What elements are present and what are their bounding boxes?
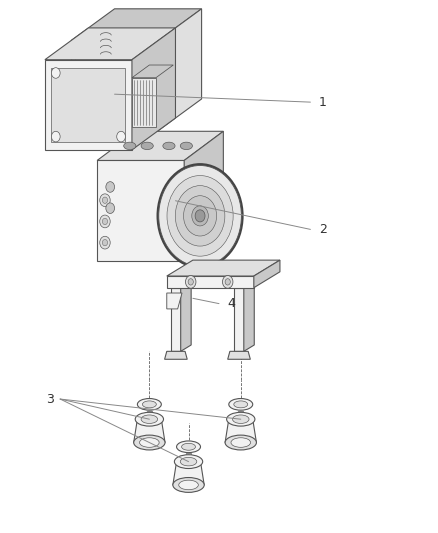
Polygon shape [45, 60, 132, 150]
Polygon shape [244, 281, 254, 351]
Ellipse shape [182, 443, 195, 450]
Text: 4: 4 [228, 297, 236, 310]
Ellipse shape [179, 480, 198, 490]
Ellipse shape [234, 401, 248, 408]
Circle shape [175, 185, 225, 246]
Ellipse shape [231, 438, 251, 447]
Text: 1: 1 [319, 95, 327, 109]
Circle shape [159, 165, 241, 266]
Circle shape [100, 194, 110, 207]
Ellipse shape [173, 478, 204, 492]
Circle shape [117, 131, 125, 142]
Polygon shape [167, 293, 182, 309]
Circle shape [188, 279, 193, 285]
Circle shape [184, 196, 217, 236]
Polygon shape [71, 41, 158, 131]
Ellipse shape [233, 415, 249, 423]
Circle shape [51, 131, 60, 142]
Circle shape [106, 203, 115, 214]
Polygon shape [167, 260, 280, 276]
Polygon shape [45, 28, 176, 60]
Polygon shape [173, 462, 204, 485]
Ellipse shape [226, 413, 255, 426]
Ellipse shape [229, 399, 253, 410]
Circle shape [102, 197, 108, 204]
Circle shape [192, 206, 208, 226]
Ellipse shape [141, 415, 158, 423]
Polygon shape [132, 78, 156, 127]
Polygon shape [186, 453, 191, 464]
Ellipse shape [124, 142, 136, 150]
Polygon shape [97, 160, 184, 261]
Circle shape [167, 175, 233, 256]
Ellipse shape [225, 435, 256, 450]
Circle shape [223, 276, 233, 288]
Polygon shape [228, 351, 251, 359]
Polygon shape [238, 411, 244, 421]
Ellipse shape [142, 401, 156, 408]
Polygon shape [147, 411, 152, 421]
Circle shape [102, 218, 108, 224]
Polygon shape [158, 9, 201, 131]
Circle shape [225, 279, 230, 285]
Circle shape [102, 239, 108, 246]
Ellipse shape [135, 413, 163, 426]
Polygon shape [254, 260, 280, 288]
Polygon shape [132, 65, 173, 78]
Circle shape [100, 236, 110, 249]
Circle shape [159, 165, 241, 266]
Polygon shape [71, 9, 201, 41]
Polygon shape [134, 419, 165, 442]
Circle shape [195, 210, 205, 222]
Circle shape [167, 175, 233, 256]
Text: 2: 2 [319, 223, 327, 236]
Text: 3: 3 [46, 393, 53, 406]
Circle shape [51, 68, 60, 78]
Polygon shape [165, 351, 187, 359]
Ellipse shape [163, 142, 175, 150]
Ellipse shape [174, 455, 203, 469]
Circle shape [185, 276, 196, 288]
Polygon shape [184, 131, 223, 261]
Polygon shape [167, 276, 254, 288]
Circle shape [106, 182, 115, 192]
Polygon shape [171, 288, 181, 351]
Circle shape [184, 196, 217, 236]
Ellipse shape [180, 142, 192, 150]
Polygon shape [97, 131, 223, 160]
Polygon shape [184, 188, 212, 244]
Ellipse shape [180, 457, 197, 466]
Circle shape [175, 185, 225, 246]
Circle shape [100, 215, 110, 228]
Circle shape [192, 206, 208, 226]
Ellipse shape [140, 438, 159, 447]
Polygon shape [75, 46, 154, 125]
Polygon shape [234, 288, 244, 351]
Ellipse shape [138, 399, 161, 410]
Polygon shape [132, 28, 176, 150]
Ellipse shape [134, 435, 165, 450]
Polygon shape [181, 281, 191, 351]
Polygon shape [51, 68, 125, 142]
Polygon shape [225, 419, 256, 442]
Ellipse shape [141, 142, 153, 150]
Circle shape [195, 210, 205, 222]
Ellipse shape [177, 441, 201, 453]
